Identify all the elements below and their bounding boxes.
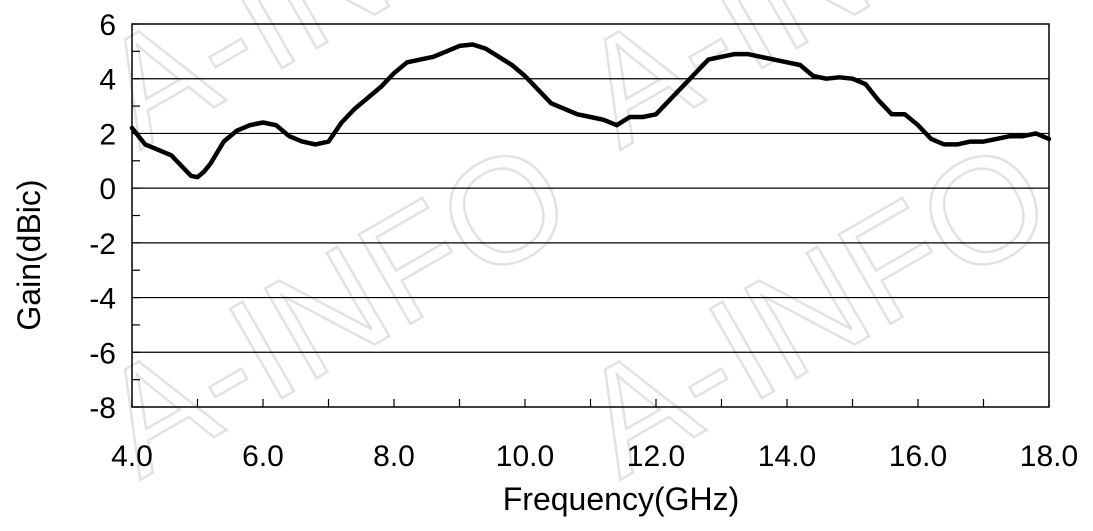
x-tick-labels: 4.0 6.0 8.0 10.0 12.0 14.0 16.0 18.0 [111,440,1078,473]
x-axis-title: Frequency(GHz) [503,481,740,517]
y-tick-label: 0 [99,173,116,206]
series-line-gain [129,42,1052,180]
y-tick-label: 2 [99,118,116,151]
y-tick-label: 4 [99,64,116,97]
y-tick-label: -8 [89,392,116,425]
x-tick-label: 12.0 [627,440,685,473]
x-tick-label: 14.0 [758,440,816,473]
y-tick-label: -4 [89,283,116,316]
x-tick-label: 10.0 [496,440,554,473]
y-axis-title: Gain(dBic) [11,179,47,330]
x-tick-label: 8.0 [373,440,415,473]
x-tick-label: 6.0 [242,440,284,473]
x-tick-label: 16.0 [889,440,947,473]
x-tick-label: 4.0 [111,440,153,473]
y-tick-labels: 6 4 2 0 -2 -4 -6 -8 [89,9,116,425]
y-tick-label: -6 [89,337,116,370]
y-tick-label: -2 [89,228,116,261]
y-tick-label: 6 [99,9,116,42]
plot-frame [131,23,1050,408]
x-tick-label: 18.0 [1020,440,1078,473]
